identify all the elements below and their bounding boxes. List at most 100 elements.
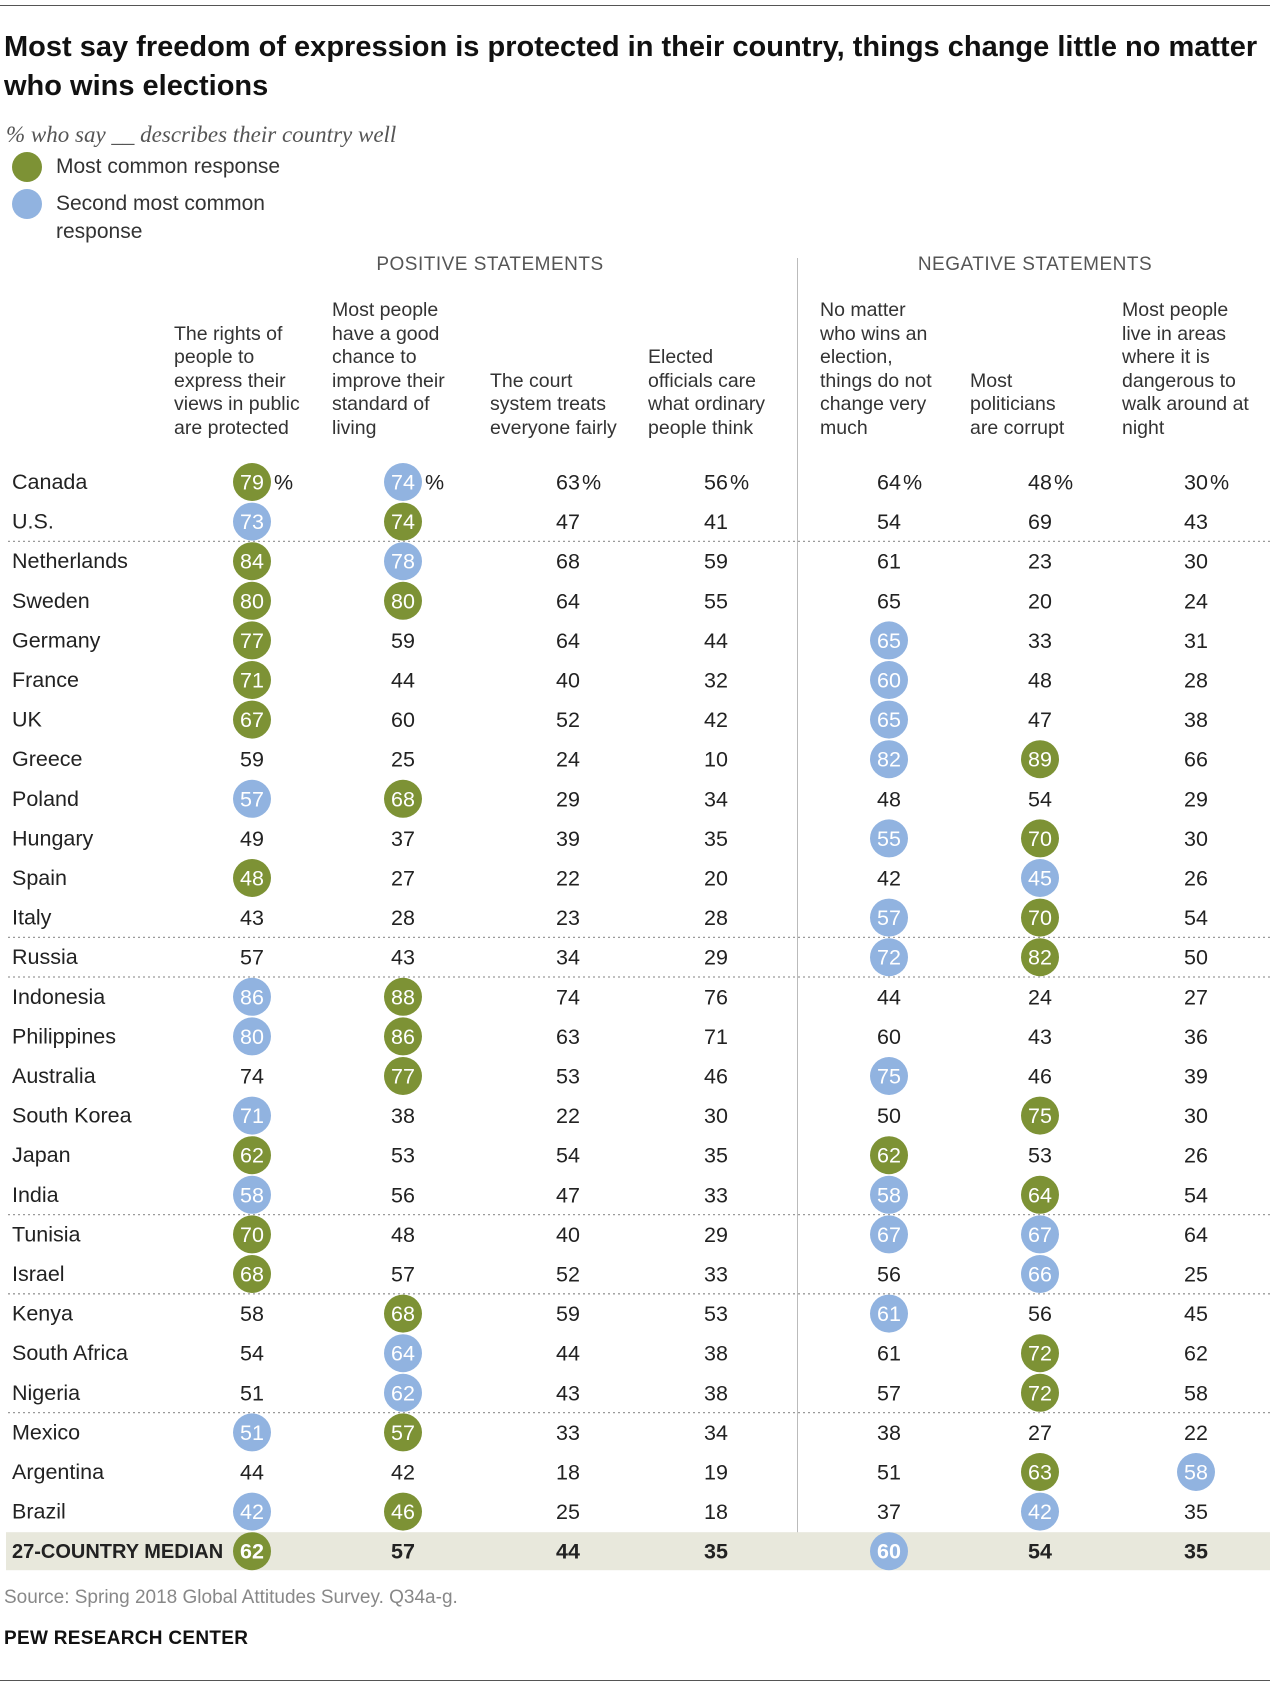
cell-value: 44 [556,1342,580,1366]
most-common-marker [233,700,271,739]
cell-value: 64 [556,629,580,653]
cell-value: 42 [877,867,901,891]
column-header-7-line-3: where it is [1122,346,1210,368]
cell-value: 48 [877,787,901,811]
country-label: Argentina [12,1460,104,1484]
cell-value: 25 [1184,1263,1208,1287]
percent-sign: % [1210,471,1229,495]
second-most-common-marker [1021,1215,1059,1254]
cell-value: 30 [1184,471,1208,495]
cell-value: 62 [877,1144,901,1168]
column-header-2-line-3: chance to [332,346,417,368]
country-label: Tunisia [12,1222,81,1246]
cell-value: 49 [240,827,264,851]
country-label: U.S. [12,510,54,534]
cell-value: 71 [240,669,264,693]
second-most-common-marker [870,898,908,937]
column-header-5-line-2: who wins an [820,322,928,345]
column-header-2-line-2: have a good [332,322,440,345]
table-svg: Canada 79% 74% 63% 56% 64% 48% 30 %U.S. 73 74 47 41 5… [6,463,1270,1571]
column-header-6-line-1: Most [970,369,1013,392]
second-most-common-marker [870,1057,908,1095]
cell-value: 56 [704,471,728,495]
cell-value: 42 [704,708,728,732]
cell-value: 27 [391,867,415,891]
top-rule [0,5,1270,6]
bottom-rule [0,1680,1270,1681]
country-label: UK [12,708,43,732]
second-most-common-marker [1021,859,1059,897]
legend-second-most-common-label-line1: Second most common [56,192,265,215]
cell-value: 10 [704,748,728,772]
column-header-5-line-1: No matter [820,299,906,321]
cell-value: 48 [1028,471,1052,495]
second-most-common-marker [233,1175,271,1214]
most-common-marker [233,661,271,699]
cell-value: 43 [391,946,415,970]
country-label: France [12,668,79,692]
second-most-common-marker [870,1532,908,1571]
cell-value: 62 [391,1381,415,1405]
column-header-1-line-1: The rights of [174,322,283,345]
cell-value: 51 [877,1461,901,1485]
cell-value: 43 [556,1381,580,1405]
second-most-common-marker [1177,1453,1215,1491]
cell-value: 68 [556,550,580,574]
column-header-3-line-1: The court [490,369,573,392]
cell-value: 53 [704,1302,728,1326]
percent-sign: % [730,471,749,495]
column-header-4-line-3: what ordinary [648,393,766,415]
data-table: Canada 79% 74% 63% 56% 64% 48% 30% U.S. 73 74 47 41 5… [0,462,1276,1572]
cell-value: 74 [556,985,580,1009]
cell-value: 27 [1184,985,1208,1009]
cell-value: 79 [240,471,264,495]
most-common-marker [384,1057,422,1095]
second-most-common-marker [870,661,908,699]
cell-value: 52 [556,1263,580,1287]
cell-value: 30 [1184,550,1208,574]
cell-value: 29 [1184,787,1208,811]
cell-value: 76 [704,985,728,1009]
cell-value: 59 [704,550,728,574]
cell-value: 38 [704,1381,728,1405]
column-header-7-line-4: dangerous to [1122,369,1236,392]
cell-value: 22 [556,1104,580,1128]
country-label: South Korea [12,1104,132,1128]
cell-value: 30 [704,1104,728,1128]
most-common-marker [1021,1096,1059,1135]
cell-value: 68 [391,787,415,811]
column-header-3-line-2: system treats [490,393,606,415]
cell-value: 69 [1028,510,1052,534]
cell-value: 75 [1028,1104,1052,1128]
cell-value: 39 [1184,1065,1208,1089]
cell-value: 62 [240,1144,264,1168]
country-label: Hungary [12,826,94,850]
cell-value: 59 [556,1302,580,1326]
most-common-marker [384,1413,422,1452]
cell-value: 70 [1028,827,1052,851]
column-header-2-line-4: improve their [332,369,445,392]
cell-value: 64 [556,589,580,613]
country-label: Sweden [12,589,90,613]
most-common-marker [233,1255,271,1293]
second-most-common-marker [384,463,422,501]
country-label: Italy [12,906,52,930]
cell-value: 61 [877,550,901,574]
cell-value: 55 [877,827,901,851]
cell-value: 24 [1184,589,1208,613]
cell-value: 82 [1028,946,1052,970]
cell-value: 37 [877,1500,901,1524]
column-header-7-line-2: live in areas [1122,322,1227,345]
country-label: Nigeria [12,1381,80,1405]
cell-value: 62 [240,1540,264,1564]
legend-most-common-marker [12,152,42,182]
cell-value: 20 [1028,589,1052,613]
country-label: Philippines [12,1024,116,1048]
most-common-marker [233,463,271,501]
cell-value: 22 [556,867,580,891]
column-header-2-line-6: living [332,416,377,439]
cell-value: 58 [1184,1381,1208,1405]
country-label: Greece [12,747,83,771]
cell-value: 43 [1184,510,1208,534]
cell-value: 44 [556,1540,580,1564]
